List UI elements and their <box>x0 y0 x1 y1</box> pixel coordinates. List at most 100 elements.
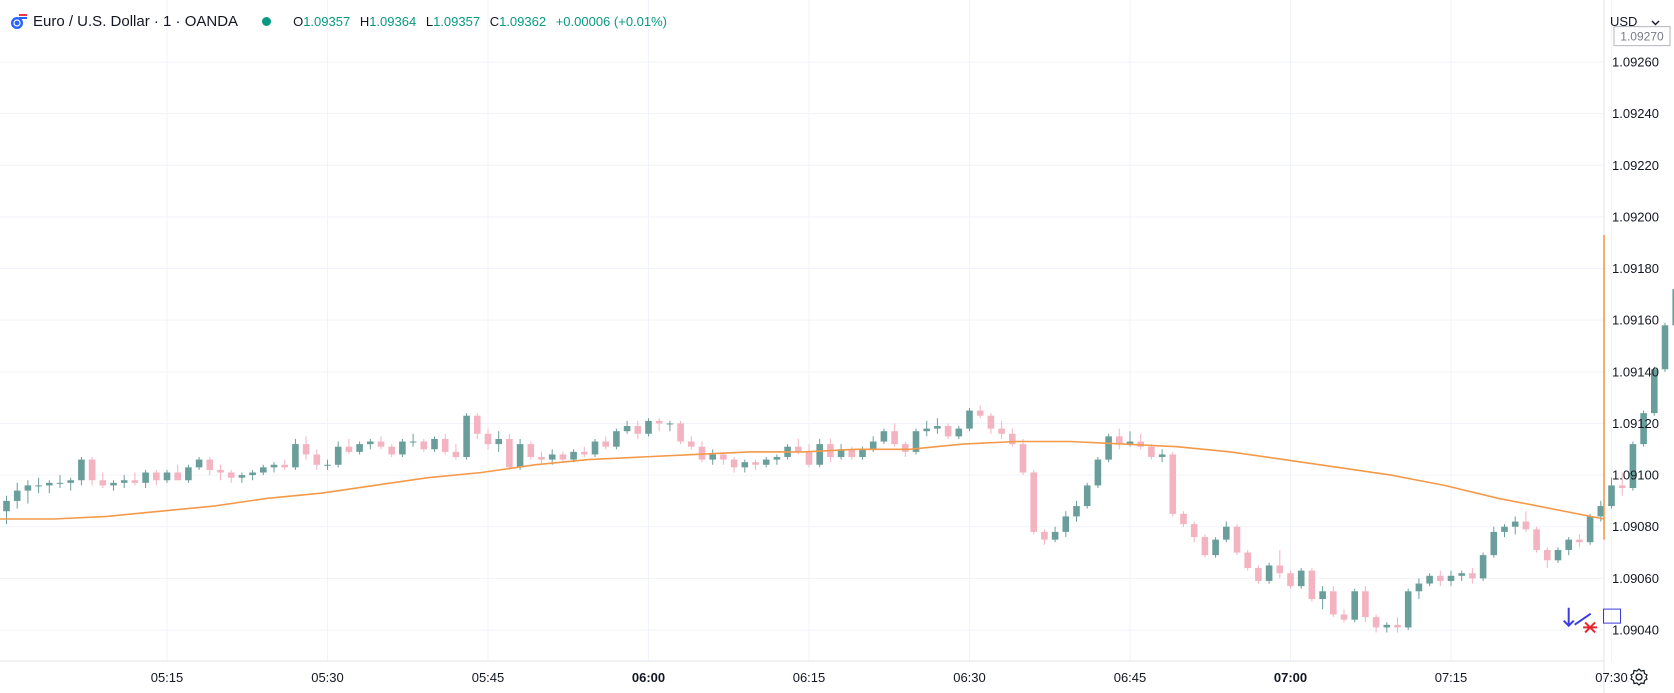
candle <box>67 477 74 491</box>
candle <box>645 418 652 437</box>
candle <box>249 469 256 481</box>
candle <box>409 433 417 447</box>
candle <box>1415 578 1423 600</box>
low-value: 1.09357 <box>433 13 481 29</box>
currency-pair-icon <box>10 13 27 30</box>
cross-star-marker <box>1583 621 1598 634</box>
candle <box>538 451 545 465</box>
candle <box>1094 457 1102 489</box>
candle-body <box>409 441 417 443</box>
candle <box>1158 449 1166 463</box>
candle <box>1372 614 1380 633</box>
candle-body <box>1105 436 1112 460</box>
candle-body <box>334 446 342 465</box>
candle-body <box>302 444 310 455</box>
candle-body <box>1287 573 1294 587</box>
candle-body <box>645 420 652 434</box>
candle-body <box>484 433 492 445</box>
candle-body <box>773 457 781 460</box>
candle-body <box>623 426 631 432</box>
candle-body <box>1158 454 1166 458</box>
candle <box>1426 573 1433 587</box>
currency-selector[interactable]: USD <box>1604 9 1668 33</box>
time-tick-label: 07:30 <box>1595 670 1628 685</box>
candle <box>1661 322 1669 372</box>
candle <box>613 428 620 450</box>
price-tick-label: 1.09240 <box>1612 106 1659 121</box>
candle <box>923 420 930 437</box>
time-axis[interactable]: 05:15 05:30 05:45 06:00 06:15 06:30 06:45 07:00… <box>151 670 1674 685</box>
candle <box>1233 524 1241 556</box>
candle <box>1116 428 1123 450</box>
symbol-title[interactable]: Euro / U.S. Dollar · 1 · OANDA <box>33 12 239 30</box>
candle <box>260 464 267 476</box>
candle <box>570 449 577 463</box>
candle <box>1041 529 1048 545</box>
candle-body <box>613 431 620 447</box>
candle-body <box>570 451 577 460</box>
candle <box>463 413 470 460</box>
candle-body <box>1201 537 1209 556</box>
candle <box>388 444 395 458</box>
gear-icon[interactable] <box>1628 666 1650 688</box>
candle <box>1351 588 1358 623</box>
candle <box>452 444 460 460</box>
high-value: 1.09364 <box>369 13 417 29</box>
symbol-legend[interactable]: Euro / U.S. Dollar · 1 · OANDA O1.09357 … <box>10 10 667 32</box>
candle <box>1201 534 1209 558</box>
candle <box>1297 568 1305 589</box>
candle <box>1287 570 1294 589</box>
candle <box>1030 469 1037 535</box>
candle-body <box>13 490 21 501</box>
candle-body <box>688 441 695 447</box>
candle <box>720 451 727 465</box>
candle <box>955 426 963 439</box>
candle-body <box>313 454 321 465</box>
candle <box>1618 472 1626 496</box>
time-tick-label: 06:00 <box>632 670 665 685</box>
candle <box>1244 549 1251 571</box>
chart-grid <box>0 0 1612 661</box>
candle <box>880 428 888 445</box>
candle-body <box>1190 524 1198 538</box>
candle-body <box>987 415 995 429</box>
candle <box>837 444 845 460</box>
candle-body <box>1319 591 1326 600</box>
candle <box>35 477 42 494</box>
candle <box>195 457 203 470</box>
candle <box>987 413 995 434</box>
market-status-dot <box>262 16 272 26</box>
candle <box>1073 500 1080 522</box>
candle-body <box>1083 485 1091 507</box>
candle-body <box>270 464 278 468</box>
candle-body <box>1640 413 1647 445</box>
candle <box>1019 438 1027 476</box>
candle-body <box>227 472 235 478</box>
candle-body <box>1415 583 1423 592</box>
candle <box>1137 433 1144 450</box>
candle-body <box>1469 573 1476 579</box>
candle-body <box>730 459 738 468</box>
price-tick-label: 1.09200 <box>1612 209 1659 224</box>
candle-body <box>548 454 556 460</box>
candle-body <box>24 485 32 491</box>
candle <box>270 462 278 473</box>
candle-body <box>581 451 588 455</box>
candle-body <box>720 454 727 460</box>
candle-body <box>99 480 107 486</box>
candle-body <box>880 431 888 442</box>
price-tick-label: 1.09220 <box>1612 158 1659 173</box>
candle <box>217 464 224 481</box>
candle-body <box>356 444 363 452</box>
candle-body <box>1148 446 1155 458</box>
candle <box>1265 562 1273 584</box>
price-axis[interactable]: 1.09040 1.09060 1.09080 1.09100 1.09120 1.091… <box>1612 54 1659 637</box>
candle <box>88 457 96 486</box>
candle <box>581 446 588 458</box>
price-tick-label: 1.09080 <box>1612 519 1659 534</box>
candle <box>345 438 353 455</box>
candle-body <box>206 459 214 470</box>
candle-body <box>1651 369 1658 414</box>
candle-body <box>666 423 674 425</box>
